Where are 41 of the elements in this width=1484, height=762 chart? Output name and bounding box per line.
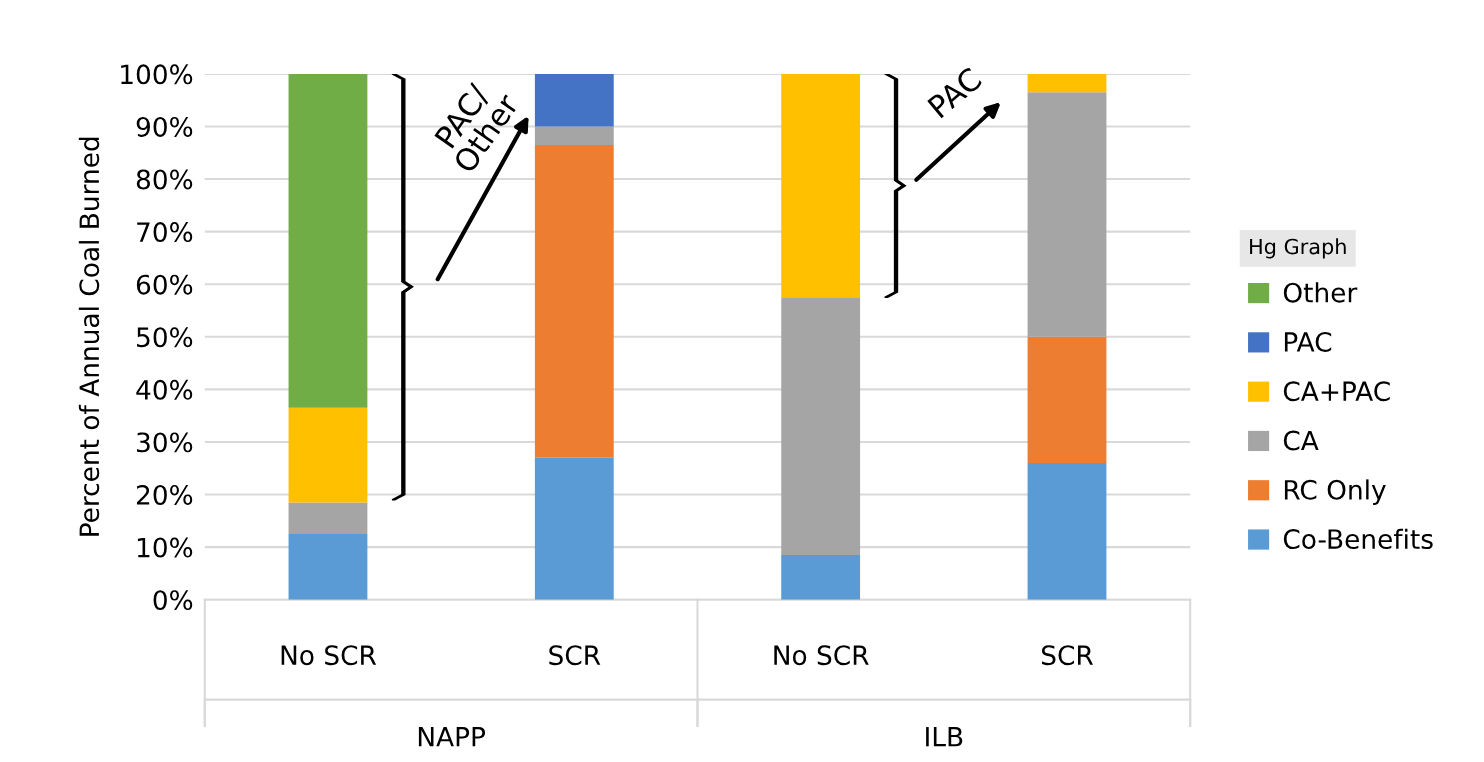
y-tick-label: 0% [153, 590, 193, 611]
annotation: PAC [927, 66, 983, 119]
bar [781, 297, 861, 555]
bar [781, 73, 861, 298]
text: NAPP [418, 727, 486, 747]
bar [1027, 92, 1107, 337]
x-tick-label: No SCR [281, 645, 377, 666]
y-tick-label: 20% [136, 484, 193, 505]
x-tick-label: No SCR [774, 645, 869, 666]
y-tick-label: 60% [136, 274, 193, 295]
x-tick-label: SCR [549, 645, 601, 666]
y-tick-label: 90% [136, 116, 193, 137]
bar [288, 407, 368, 503]
y-tick-label: 100% [121, 64, 193, 85]
bar [1027, 336, 1107, 463]
y-tick-label: 70% [137, 222, 193, 243]
y-tick-label: 80% [136, 169, 193, 190]
text: ILB [926, 727, 963, 747]
legend-label: Co-Benefits [1283, 528, 1433, 550]
y-tick-label: 30% [137, 432, 193, 453]
legend-label: Other [1283, 282, 1358, 303]
legend-label: RC Only [1284, 479, 1386, 505]
bar [288, 533, 368, 600]
y-tick-label: 50% [137, 327, 193, 348]
bar [781, 555, 861, 600]
bar [288, 502, 368, 534]
bar [534, 126, 614, 145]
bar [534, 144, 614, 458]
bar [534, 457, 614, 600]
y-axis-title: Percent of Annual Coal Burned [78, 137, 100, 536]
legend-label: CA+PAC [1283, 381, 1390, 402]
y-tick-label: 10% [137, 537, 193, 558]
legend-label: PAC [1284, 331, 1332, 352]
bar [534, 73, 614, 127]
x-tick-label: SCR [1041, 645, 1093, 666]
legend-title: Hg Graph [1250, 238, 1346, 259]
bar [1027, 462, 1107, 600]
legend-label: CA [1283, 430, 1319, 451]
bar [288, 73, 368, 408]
bar [1027, 73, 1107, 93]
y-tick-label: 40% [136, 379, 193, 400]
